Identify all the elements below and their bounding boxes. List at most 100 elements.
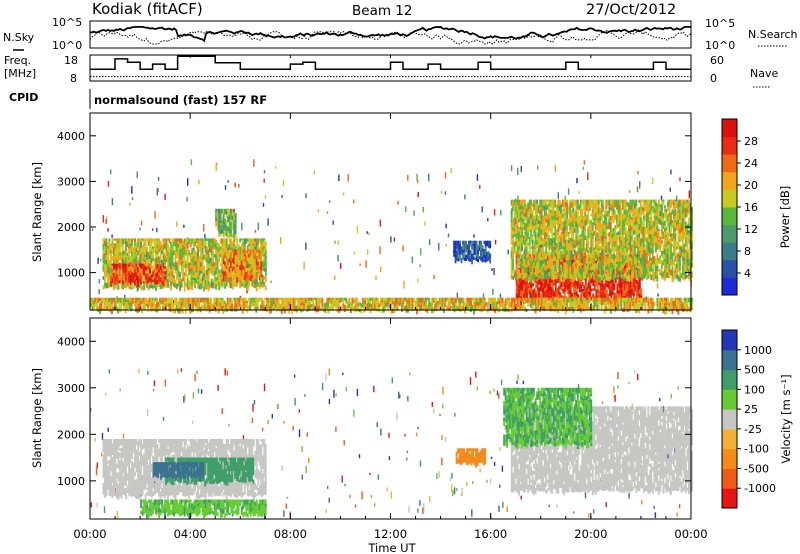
echo-cell [549,259,552,265]
echo-cell [629,290,632,296]
echo-cell [627,274,630,281]
echo-cell [197,266,200,271]
echo-cell [510,263,513,270]
echo-cell [561,234,564,240]
echo-cell [591,204,594,207]
echo-cell [548,199,551,203]
echo-cell [164,253,166,256]
echo-cell [143,252,145,258]
echo-cell [228,214,231,221]
echo-cell [230,213,233,216]
echo-cell [591,209,594,213]
echo-cell [171,249,174,252]
echo-cell [156,254,159,258]
echo-cell [198,269,201,273]
echo-cell [255,268,258,272]
echo-cell [465,243,467,249]
echo-cell [579,210,582,215]
echo-cell [677,275,680,281]
echo-cell [110,267,112,273]
echo-cell [600,271,603,276]
echo-cell [261,267,264,271]
echo-cell [674,264,677,269]
echo-cell [660,204,663,211]
echo-cell [552,237,555,244]
echo-cell [653,226,656,232]
echo-cell [531,255,534,261]
echo-cell [191,238,194,244]
echo-cell [152,279,154,282]
echo-cell [667,245,669,249]
echo-cell [670,230,672,234]
echo-cell [156,257,159,263]
echo-cell [237,243,240,249]
echo-cell [563,254,566,259]
echo-cell [651,261,654,265]
echo-cell [630,254,633,259]
echo-cell [639,269,642,274]
echo-cell [685,274,687,279]
echo-cell [530,199,533,205]
echo-cell [651,240,654,244]
echo-speckle [492,288,494,295]
echo-cell [609,258,612,263]
echo-cell [639,217,642,223]
echo-cell [616,270,619,273]
echo-cell [515,214,518,219]
echo-cell [552,274,555,280]
echo-cell [519,205,522,210]
echo-cell [454,253,457,259]
echo-cell [210,266,213,272]
echo-cell [544,284,547,288]
echo-cell [608,283,611,288]
echo-cell [149,276,151,282]
echo-cell [653,199,656,204]
echo-cell [650,252,653,255]
echo-cell [522,239,525,242]
echo-cell [553,283,556,286]
echo-cell [558,215,561,219]
echo-cell [633,208,636,215]
echo-cell [566,202,569,206]
echo-cell [510,237,513,241]
echo-cell [159,263,162,266]
echo-cell [191,248,194,254]
echo-cell [249,238,252,243]
echo-cell [559,260,562,264]
echo-cell [620,227,623,234]
echo-cell [599,233,602,237]
echo-cell [536,225,539,230]
echo-cell [521,274,524,280]
echo-cell [520,277,523,282]
echo-cell [593,263,596,266]
echo-cell [581,240,584,244]
echo-cell [584,274,587,279]
echo-cell [638,199,641,203]
echo-cell [466,244,469,251]
echo-cell [641,277,644,281]
echo-cell [605,289,608,296]
echo-cell [578,258,581,261]
echo-cell [218,279,221,282]
echo-cell [613,278,616,284]
echo-cell [638,289,641,294]
echo-cell [617,216,620,220]
echo-cell [194,255,197,262]
echo-cell [591,238,594,241]
echo-cell [152,238,154,243]
echo-cell [519,220,522,227]
echo-cell [606,259,609,265]
echo-cell [212,270,215,274]
echo-cell [234,255,237,259]
echo-cell [132,268,135,274]
echo-cell [611,258,614,264]
echo-cell [554,278,557,285]
echo-cell [525,208,528,212]
echo-cell [227,244,230,248]
echo-cell [102,270,105,272]
echo-cell [579,256,582,260]
echo-cell [575,267,578,274]
echo-cell [539,263,542,270]
echo-cell [579,225,582,230]
echo-cell [225,284,228,287]
